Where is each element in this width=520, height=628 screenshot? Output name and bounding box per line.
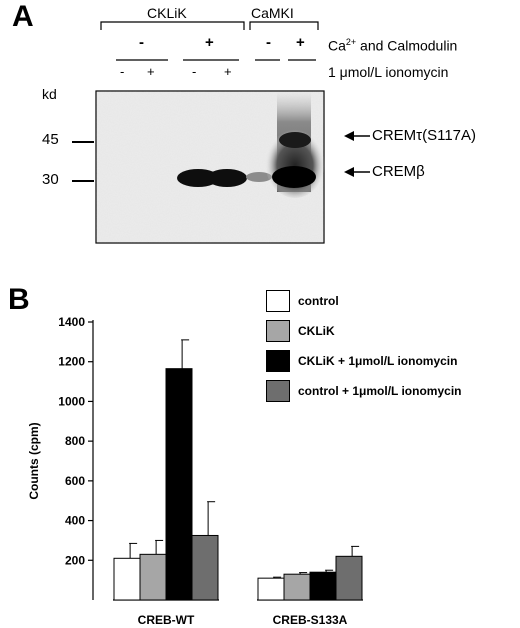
ca-text: Ca (328, 37, 346, 54)
kd-45-tick (72, 141, 94, 143)
iono-sign-1: - (120, 64, 125, 79)
band-label-crem-beta: CREMβ (372, 163, 425, 180)
legend-swatch-control-iono (266, 380, 290, 402)
blot-band-cklik-1 (177, 169, 219, 187)
category-label-0: CREB-WT (138, 613, 195, 627)
y-tick-label-800: 800 (65, 434, 85, 448)
ca-sign-2: + (205, 34, 214, 51)
legend-label-control: control (298, 294, 339, 308)
kd-30-label: 30 (42, 171, 59, 188)
iono-sign-4: + (224, 64, 232, 79)
western-blot-image (95, 90, 325, 244)
kd-45-label: 45 (42, 131, 59, 148)
panel-b-letter: B (8, 283, 30, 316)
panel-a-lines (100, 21, 319, 61)
category-label-1: CREB-S133A (273, 613, 348, 627)
group-label-cklik: CKLiK (147, 5, 187, 21)
y-tick-label-1000: 1000 (58, 394, 85, 408)
group-label-camki: CaMKI (251, 5, 294, 21)
y-tick-label-200: 200 (65, 553, 85, 567)
y-axis-label: Counts (cpm) (27, 422, 41, 499)
bar-creb-wt-3 (191, 534, 219, 601)
y-tick-label-1400: 1400 (58, 315, 85, 329)
bar-creb-s133a-0 (257, 577, 285, 601)
bar-chart: 200 400 600 800 1000 1200 1400 Counts (cpm) CREB… (27, 315, 363, 627)
blot-band-cklik-2 (207, 169, 247, 187)
ca-sup: 2+ (345, 37, 357, 47)
legend-label-cklik-iono: CKLiK + 1μmol/L ionomycin (298, 354, 458, 368)
legend-swatch-cklik (266, 320, 290, 342)
bar-creb-s133a-1 (283, 573, 311, 601)
band-arrows (344, 131, 370, 177)
kd-label: kd (42, 86, 57, 102)
legend-swatch-cklik-iono (266, 350, 290, 372)
ca-calmodulin-label: Ca2+ and Calmodulin (328, 37, 457, 54)
bar-creb-wt-1 (139, 553, 167, 601)
legend-swatch-control (266, 290, 290, 312)
bar-creb-wt-2 (165, 368, 193, 601)
ca-sign-1: - (139, 34, 144, 51)
bar-creb-wt-0 (113, 557, 141, 601)
ca-sign-4: + (296, 34, 305, 51)
iono-sign-3: - (192, 64, 197, 79)
bar-creb-s133a-2 (309, 571, 337, 601)
legend-label-control-iono: control + 1μmol/L ionomycin (298, 384, 462, 398)
ionomycin-label: 1 μmol/L ionomycin (328, 64, 449, 80)
panel-a-letter: A (12, 0, 34, 33)
y-tick-label-600: 600 (65, 474, 85, 488)
y-tick-label-400: 400 (65, 514, 85, 528)
legend-label-cklik: CKLiK (298, 324, 335, 338)
iono-sign-2: + (147, 64, 155, 79)
ca-sign-3: - (266, 34, 271, 51)
bar-creb-s133a-3 (335, 555, 363, 601)
blot-band-camki-upper (279, 132, 311, 148)
blot-band-camki-2 (272, 166, 316, 188)
calmodulin-text: and Calmodulin (356, 37, 458, 54)
blot-band-camki-1 (246, 172, 272, 182)
chart-legend: control CKLiK CKLiK + 1μmol/L ionomycin … (266, 290, 516, 410)
kd-30-tick (72, 180, 94, 182)
y-tick-label-1200: 1200 (58, 355, 85, 369)
band-label-crem-tau: CREMτ(S117A) (372, 127, 477, 144)
